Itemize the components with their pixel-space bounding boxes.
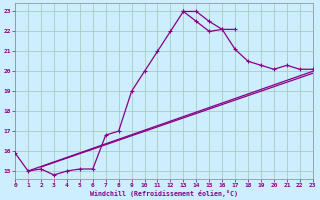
X-axis label: Windchill (Refroidissement éolien,°C): Windchill (Refroidissement éolien,°C) [90,190,238,197]
